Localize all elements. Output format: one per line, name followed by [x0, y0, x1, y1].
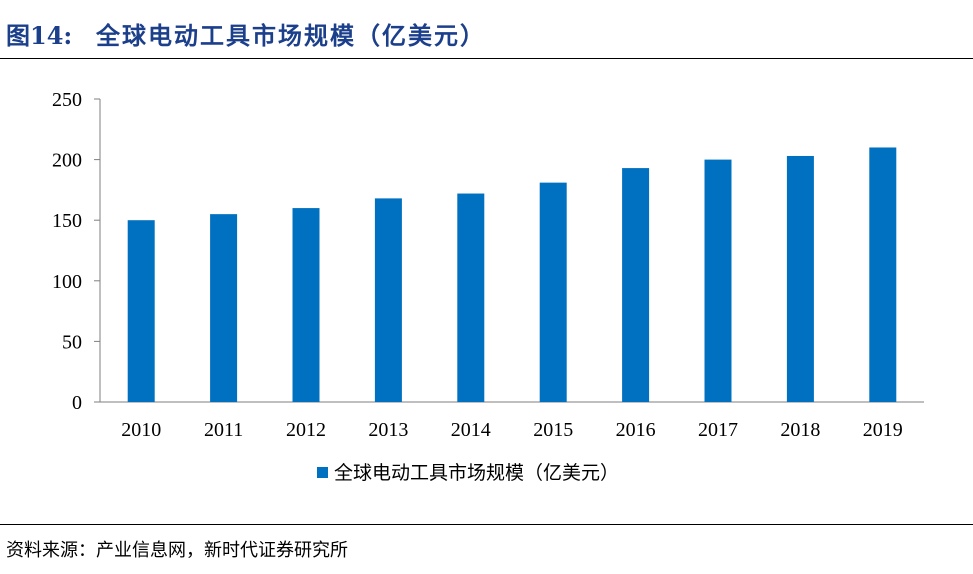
- bar: [374, 198, 402, 402]
- x-tick-label: 2011: [204, 419, 243, 441]
- x-tick-label: 2014: [451, 419, 491, 441]
- x-tick-label: 2010: [121, 419, 161, 441]
- x-tick-label: 2019: [863, 419, 903, 441]
- bar: [704, 159, 732, 402]
- y-tick-label: 100: [52, 271, 82, 293]
- bar: [539, 182, 567, 402]
- x-tick-label: 2013: [368, 419, 408, 441]
- bar: [869, 147, 897, 402]
- legend-swatch: [317, 467, 328, 478]
- figure-title: 全球电动工具市场规模（亿美元）: [96, 22, 486, 50]
- x-tick-label: 2015: [533, 419, 573, 441]
- legend-label: 全球电动工具市场规模（亿美元）: [334, 462, 619, 484]
- bar: [622, 168, 650, 402]
- figure-footer-divider: [0, 524, 973, 525]
- figure-number: 图14:: [6, 21, 73, 50]
- y-tick-label: 0: [72, 392, 82, 414]
- y-tick-label: 50: [62, 331, 82, 353]
- bar: [210, 214, 238, 402]
- figure-header: 图14: 全球电动工具市场规模（亿美元）: [0, 0, 973, 59]
- bar: [292, 208, 320, 402]
- bar: [786, 155, 814, 402]
- x-tick-label: 2018: [780, 419, 820, 441]
- bar: [457, 193, 485, 402]
- bar: [127, 220, 155, 402]
- source-note: 资料来源：产业信息网，新时代证券研究所: [6, 540, 348, 561]
- y-tick-label: 250: [52, 89, 82, 111]
- x-tick-label: 2017: [698, 419, 738, 441]
- x-tick-label: 2012: [286, 419, 326, 441]
- y-tick-label: 200: [52, 150, 82, 172]
- y-tick-label: 150: [52, 210, 82, 232]
- bar-chart: 0 50 100 150 200 250 2010 2011 2012 2013 2014 2015 2…: [52, 89, 924, 484]
- x-tick-label: 2016: [616, 419, 656, 441]
